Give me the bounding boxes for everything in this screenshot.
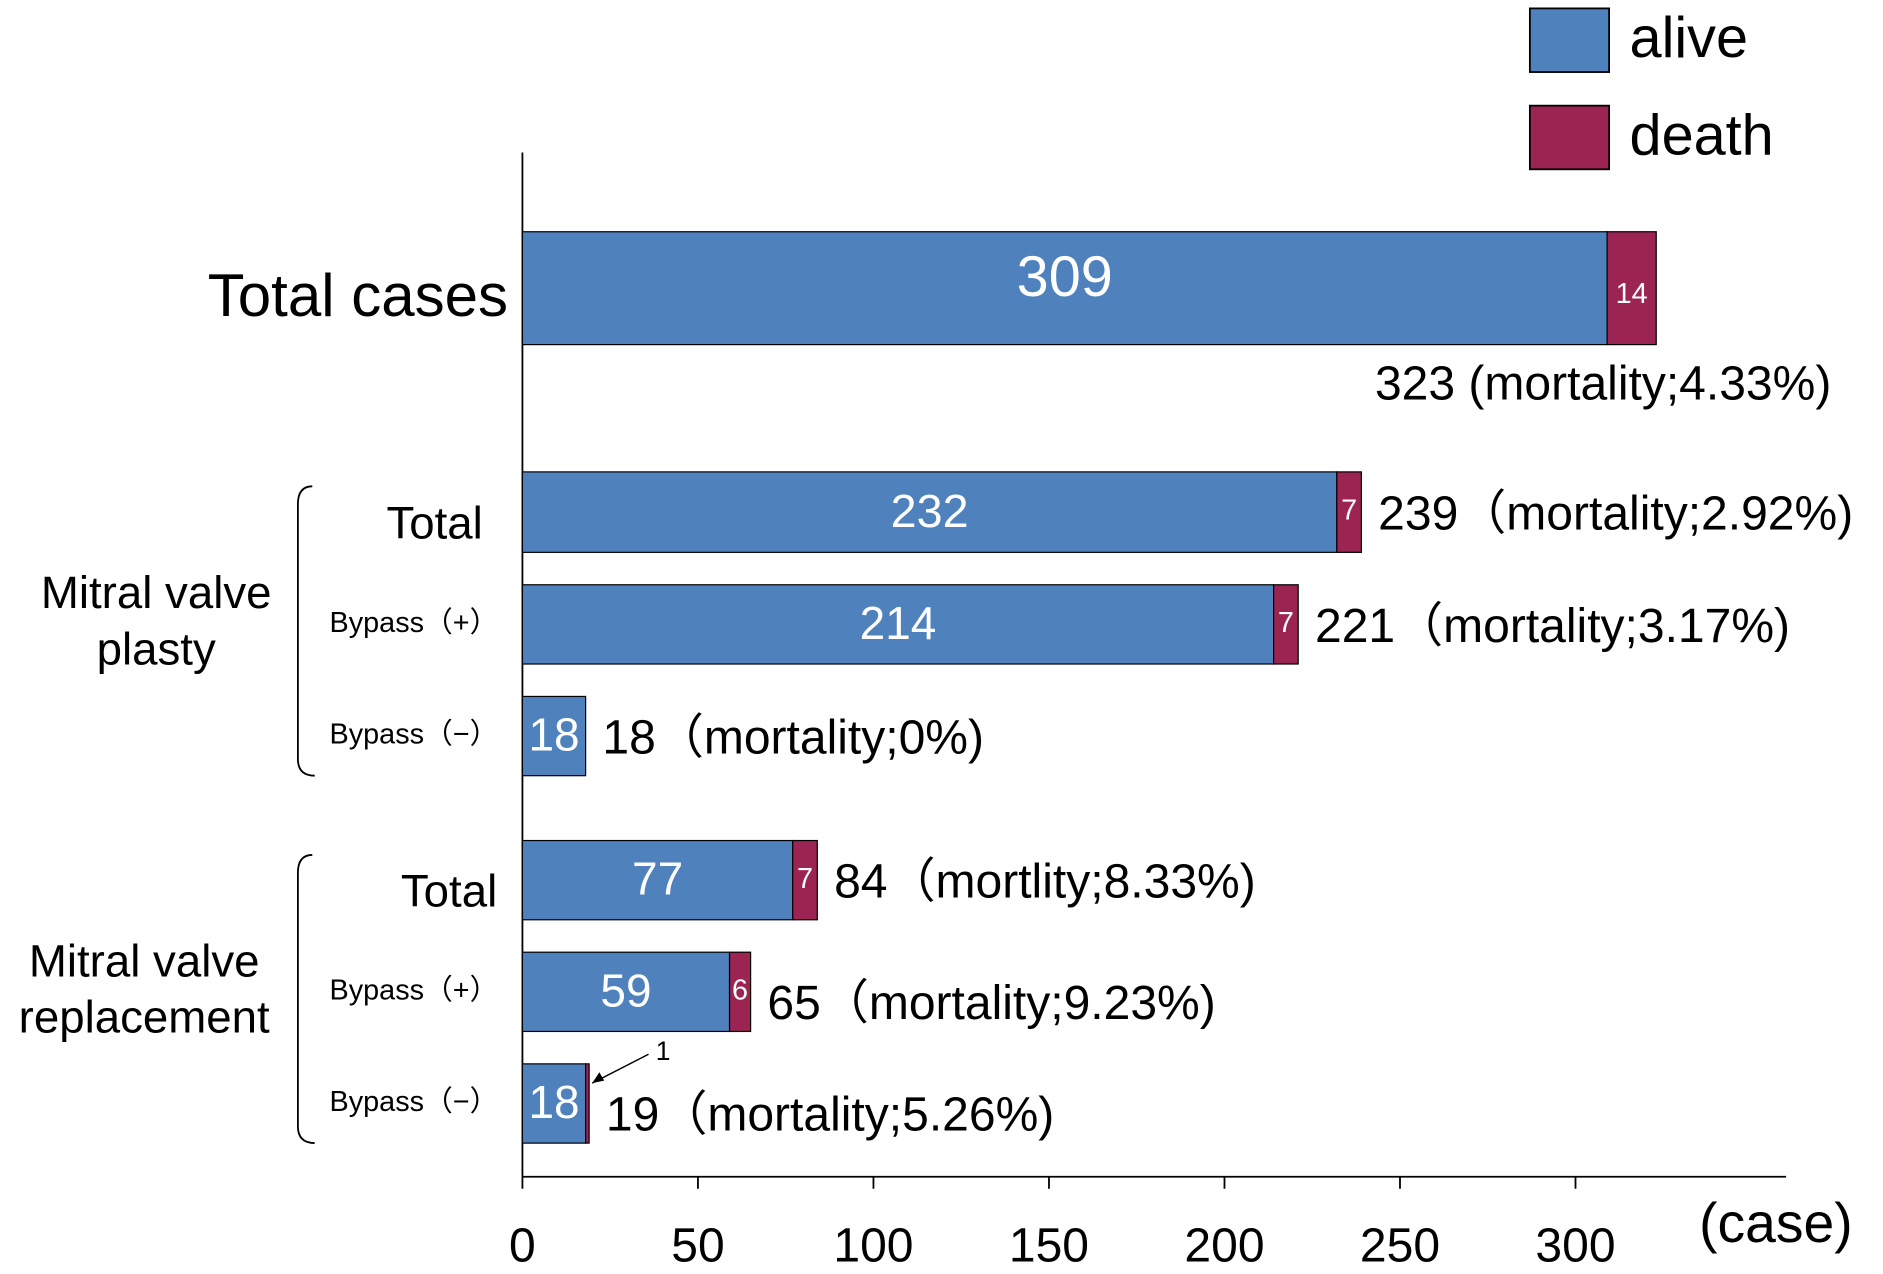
bar-segment — [521, 584, 1275, 665]
total-label: 84（mortlity;8.33%) — [834, 856, 1256, 909]
legend-swatch — [1528, 7, 1611, 73]
data-label: 7 — [797, 863, 813, 895]
group-brace — [296, 485, 315, 777]
bar-segment — [521, 1063, 587, 1144]
bar-segment — [521, 695, 587, 777]
bar-segment — [792, 839, 818, 921]
category-label: Total — [401, 866, 497, 917]
bar-segment — [1273, 584, 1299, 665]
total-label: 221（mortality;3.17%) — [1315, 600, 1790, 653]
data-label: 309 — [1017, 245, 1113, 309]
annotation-arrowhead — [592, 1072, 605, 1084]
category-label: Bypass（−） — [330, 1086, 499, 1118]
data-label: 18 — [528, 1076, 579, 1128]
data-label: 77 — [632, 853, 683, 905]
category-label: Bypass（+） — [330, 974, 499, 1006]
bar-segment — [1336, 471, 1362, 553]
category-label: Total cases — [208, 262, 508, 329]
group-brace — [296, 854, 315, 1145]
total-label: 239（mortality;2.92%) — [1378, 488, 1853, 541]
data-label: 7 — [1278, 607, 1294, 639]
total-label: 19（mortality;5.26%) — [606, 1089, 1054, 1142]
bar-segment — [1606, 231, 1657, 346]
group-label: replacement — [19, 992, 270, 1043]
x-axis-label: (case) — [1699, 1192, 1852, 1254]
bar-segment — [728, 951, 752, 1033]
x-tick-label: 150 — [1009, 1219, 1089, 1272]
group-label: Mitral valve — [29, 935, 260, 986]
bar-segment — [521, 471, 1338, 553]
category-label: Total — [386, 498, 482, 549]
bar-segment — [585, 1063, 590, 1144]
x-tick-label: 250 — [1360, 1219, 1440, 1272]
data-label: 59 — [600, 964, 651, 1016]
bar-segment — [521, 951, 731, 1033]
x-tick-label: 300 — [1535, 1219, 1615, 1272]
data-label: 232 — [891, 485, 969, 537]
x-tick-label: 50 — [671, 1219, 724, 1272]
data-label: 7 — [1341, 495, 1357, 527]
x-tick-label: 100 — [833, 1219, 913, 1272]
data-label: 14 — [1616, 278, 1648, 310]
group-label: plasty — [97, 624, 216, 675]
data-label: 214 — [860, 597, 937, 649]
x-tick-label: 200 — [1184, 1219, 1264, 1272]
legend-label: alive — [1630, 6, 1749, 70]
legend-swatch — [1528, 104, 1611, 171]
total-label: 65（mortality;9.23%) — [767, 977, 1215, 1030]
total-label: 323 (mortality;4.33%) — [1375, 357, 1831, 410]
x-tick-label: 0 — [509, 1219, 536, 1272]
data-label: 6 — [732, 974, 748, 1006]
total-label: 18（mortality;0%) — [602, 712, 984, 765]
category-label: Bypass（−） — [330, 719, 499, 751]
category-label: Bypass（+） — [330, 607, 499, 639]
group-label: Mitral valve — [41, 567, 272, 618]
bar-segment — [521, 839, 794, 921]
data-label: 18 — [528, 709, 579, 761]
legend-label: death — [1630, 104, 1774, 168]
data-label: 1 — [656, 1036, 671, 1066]
